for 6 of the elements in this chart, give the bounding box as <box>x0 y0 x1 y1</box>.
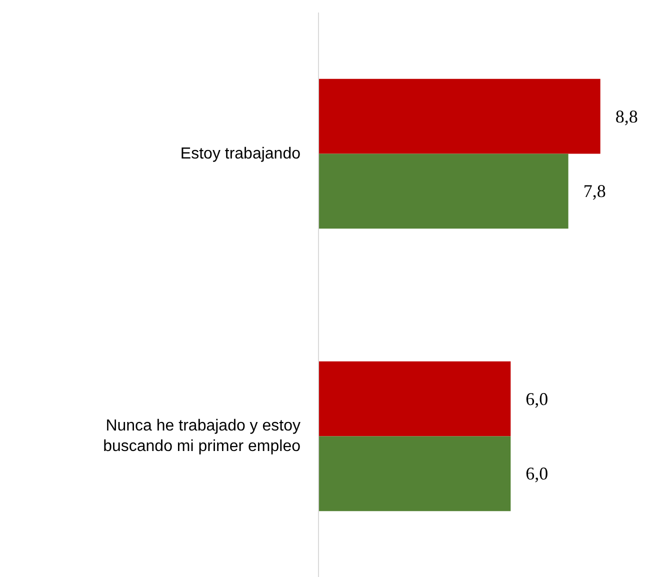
data-label: 6,0 <box>526 464 548 484</box>
data-label: 6,0 <box>526 388 548 409</box>
data-label: 8,8 <box>615 106 638 126</box>
data-label: 7,8 <box>583 181 606 202</box>
y-tick-label: Nunca he trabajado y estoy buscando mi primer empleo <box>103 418 301 455</box>
y-tick-label: Estoy trabajando <box>180 145 301 162</box>
